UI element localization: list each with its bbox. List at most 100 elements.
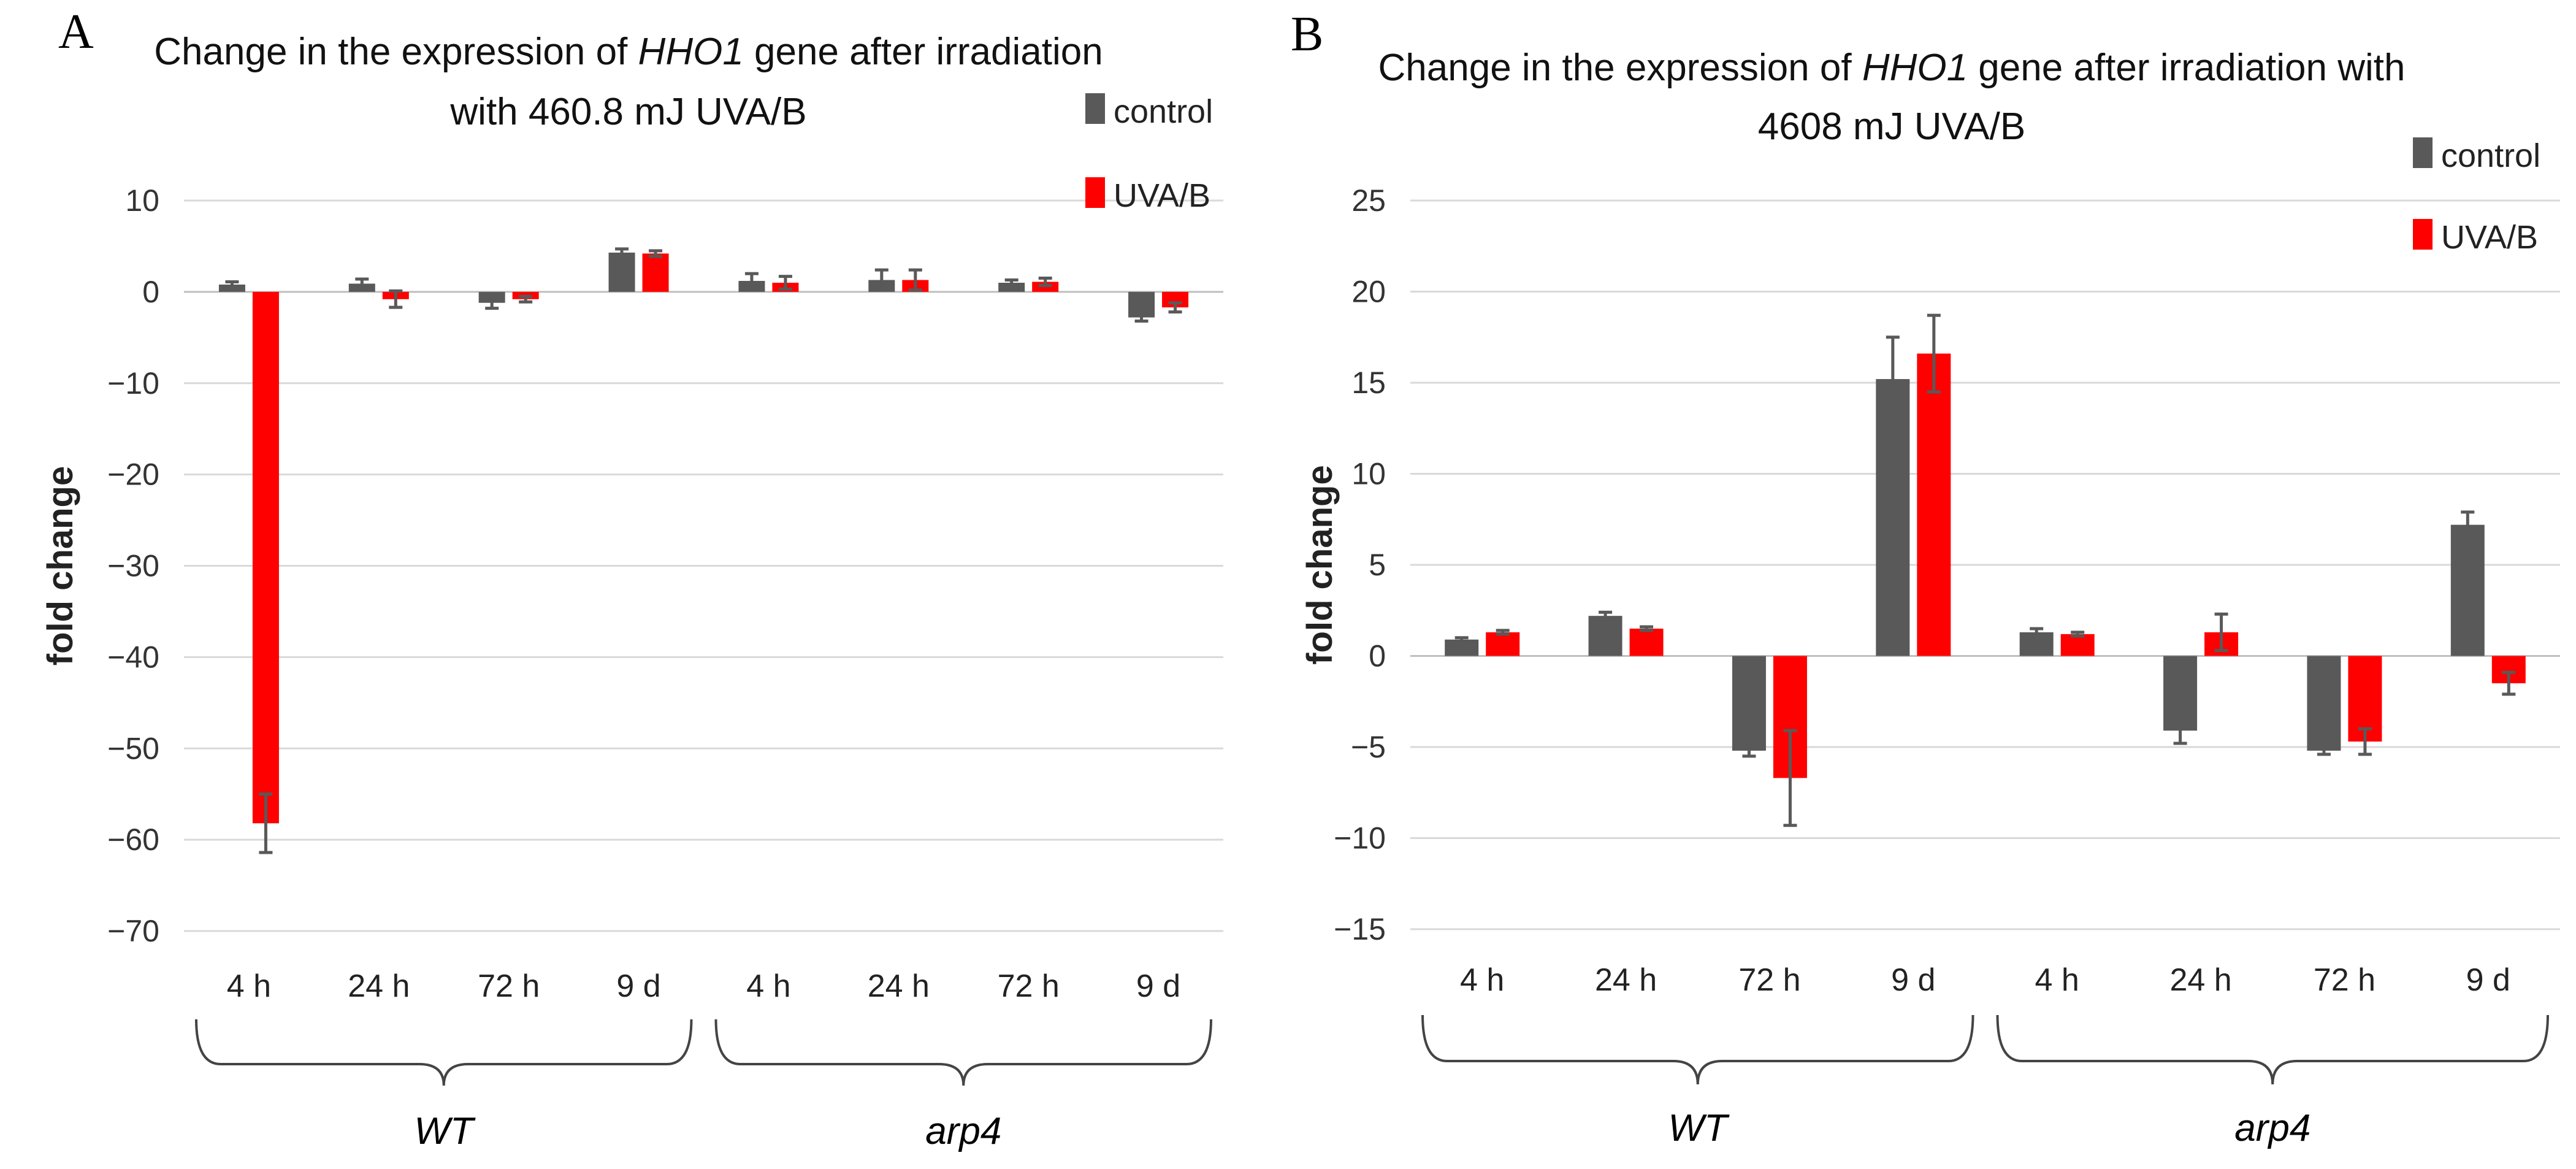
x-category-label-b: 4 h bbox=[1460, 962, 1504, 998]
bar-b-control-2 bbox=[1732, 656, 1766, 751]
legend-label-a-0: control bbox=[1114, 93, 1213, 130]
chart-title-a: Change in the expression of HHO1 gene af… bbox=[154, 31, 1103, 73]
error-bar-a-uvab-3 bbox=[649, 249, 663, 258]
group-label-b-1: arp4 bbox=[2234, 1107, 2310, 1149]
legend-swatch-b-1 bbox=[2413, 219, 2433, 250]
error-bar-a-uvab-5 bbox=[908, 268, 922, 292]
y-tick-label-b: −5 bbox=[1351, 730, 1386, 764]
error-bar-a-uvab-2 bbox=[519, 294, 533, 304]
x-category-label-a: 9 d bbox=[1136, 968, 1180, 1004]
x-category-label-b: 9 d bbox=[2466, 962, 2510, 998]
x-category-label-a: 72 h bbox=[998, 968, 1060, 1004]
error-bar-b-control-4 bbox=[2030, 627, 2044, 638]
bar-a-uvab-3 bbox=[642, 253, 669, 292]
bar-a-control-3 bbox=[608, 252, 635, 292]
x-category-label-a: 72 h bbox=[478, 968, 540, 1004]
chart-panel-a: A Change in the expression of HHO1 gene a… bbox=[40, 5, 1223, 1152]
error-bar-b-control-1 bbox=[1599, 610, 1613, 621]
y-axis-label-a: fold change bbox=[40, 466, 80, 665]
legend-label-b-0: control bbox=[2441, 137, 2540, 174]
error-bar-b-control-6 bbox=[2317, 745, 2331, 756]
group-label-a-0: WT bbox=[415, 1110, 476, 1152]
legend-swatch-a-0 bbox=[1085, 93, 1105, 124]
y-tick-label-a: 0 bbox=[142, 275, 159, 309]
error-bar-a-control-7 bbox=[1134, 312, 1148, 323]
y-tick-label-a: −60 bbox=[107, 822, 159, 857]
error-bar-b-control-3 bbox=[1886, 335, 1900, 423]
x-category-label-b: 4 h bbox=[2035, 962, 2079, 998]
y-tick-label-b: 20 bbox=[1351, 275, 1386, 309]
bar-b-control-3 bbox=[1876, 379, 1910, 656]
bar-b-control-1 bbox=[1588, 616, 1622, 656]
error-bar-b-uvab-6 bbox=[2358, 727, 2372, 756]
error-bar-b-uvab-7 bbox=[2502, 670, 2516, 696]
error-bar-b-control-7 bbox=[2461, 510, 2475, 539]
y-tick-label-a: −70 bbox=[107, 914, 159, 948]
error-bar-a-uvab-4 bbox=[778, 275, 792, 291]
legend-swatch-b-0 bbox=[2413, 137, 2433, 168]
error-bar-b-uvab-1 bbox=[1640, 625, 1654, 632]
chart-title-line2-b: 4608 mJ UVA/B bbox=[1758, 105, 2025, 148]
error-bar-a-control-3 bbox=[615, 247, 629, 258]
error-bar-a-control-4 bbox=[744, 272, 759, 290]
y-tick-label-b: 0 bbox=[1369, 639, 1386, 673]
group-brace-b-1 bbox=[1996, 1014, 2549, 1085]
error-bar-a-uvab-0 bbox=[259, 792, 273, 854]
legend-swatch-a-1 bbox=[1085, 177, 1105, 208]
error-bar-a-uvab-1 bbox=[389, 289, 403, 309]
bar-b-uvab-3 bbox=[1917, 353, 1951, 656]
x-category-label-b: 72 h bbox=[2314, 962, 2375, 998]
legend-label-a-1: UVA/B bbox=[1114, 177, 1210, 214]
x-category-label-a: 24 h bbox=[348, 968, 410, 1004]
y-tick-label-b: 25 bbox=[1351, 183, 1386, 218]
y-tick-label-b: 15 bbox=[1351, 366, 1386, 400]
group-label-a-1: arp4 bbox=[925, 1110, 1001, 1152]
error-bar-b-uvab-4 bbox=[2071, 630, 2085, 638]
error-bar-b-uvab-0 bbox=[1496, 629, 1510, 636]
error-bar-b-uvab-5 bbox=[2214, 612, 2228, 653]
chart-title-part: gene after irradiation with bbox=[1968, 47, 2405, 89]
panel-letter-a: A bbox=[58, 5, 94, 59]
group-brace-a-1 bbox=[714, 1019, 1212, 1086]
bar-b-uvab-4 bbox=[2060, 634, 2095, 656]
chart-title-b: Change in the expression of HHO1 gene af… bbox=[1378, 47, 2406, 89]
x-category-label-b: 9 d bbox=[1891, 962, 1935, 998]
y-tick-label-a: −30 bbox=[107, 549, 159, 583]
error-bar-b-control-2 bbox=[1742, 743, 1756, 758]
y-tick-label-b: −10 bbox=[1334, 821, 1386, 856]
y-tick-label-a: −10 bbox=[107, 366, 159, 401]
error-bar-a-control-0 bbox=[225, 280, 239, 289]
chart-title-line2-a: with 460.8 mJ UVA/B bbox=[449, 91, 806, 133]
y-axis-label-b: fold change bbox=[1300, 465, 1340, 664]
error-bar-b-control-0 bbox=[1454, 636, 1469, 643]
y-tick-label-b: 5 bbox=[1369, 548, 1386, 582]
group-brace-a-0 bbox=[195, 1019, 693, 1086]
error-bar-a-uvab-6 bbox=[1038, 277, 1052, 287]
chart-title-part: HHO1 bbox=[638, 31, 744, 73]
y-tick-label-b: −15 bbox=[1334, 912, 1386, 946]
chart-panel-b: B Change in the expression of HHO1 gene a… bbox=[1291, 7, 2560, 1149]
bar-b-uvab-1 bbox=[1629, 628, 1664, 656]
x-category-label-a: 4 h bbox=[227, 968, 271, 1004]
panel-letter-b: B bbox=[1291, 7, 1323, 61]
chart-title-part: Change in the expression of bbox=[154, 31, 638, 73]
x-category-label-b: 72 h bbox=[1738, 962, 1800, 998]
bar-a-uvab-0 bbox=[252, 291, 279, 824]
chart-title-part: Change in the expression of bbox=[1378, 47, 1862, 89]
error-bar-a-control-1 bbox=[355, 277, 369, 290]
error-bar-b-control-5 bbox=[2173, 716, 2187, 745]
x-category-label-a: 4 h bbox=[746, 968, 790, 1004]
chart-title-part: gene after irradiation bbox=[744, 31, 1103, 73]
group-brace-b-0 bbox=[1421, 1014, 1974, 1085]
x-category-label-b: 24 h bbox=[2169, 962, 2231, 998]
error-bar-a-control-2 bbox=[485, 296, 499, 310]
y-tick-label-a: −50 bbox=[107, 731, 159, 765]
bar-b-control-6 bbox=[2307, 656, 2341, 751]
x-category-label-b: 24 h bbox=[1595, 962, 1657, 998]
error-bar-a-control-5 bbox=[874, 268, 889, 292]
y-tick-label-b: 10 bbox=[1351, 457, 1386, 491]
group-label-b-0: WT bbox=[1668, 1107, 1730, 1149]
y-tick-label-a: −20 bbox=[107, 458, 159, 492]
bar-b-uvab-0 bbox=[1486, 632, 1520, 656]
